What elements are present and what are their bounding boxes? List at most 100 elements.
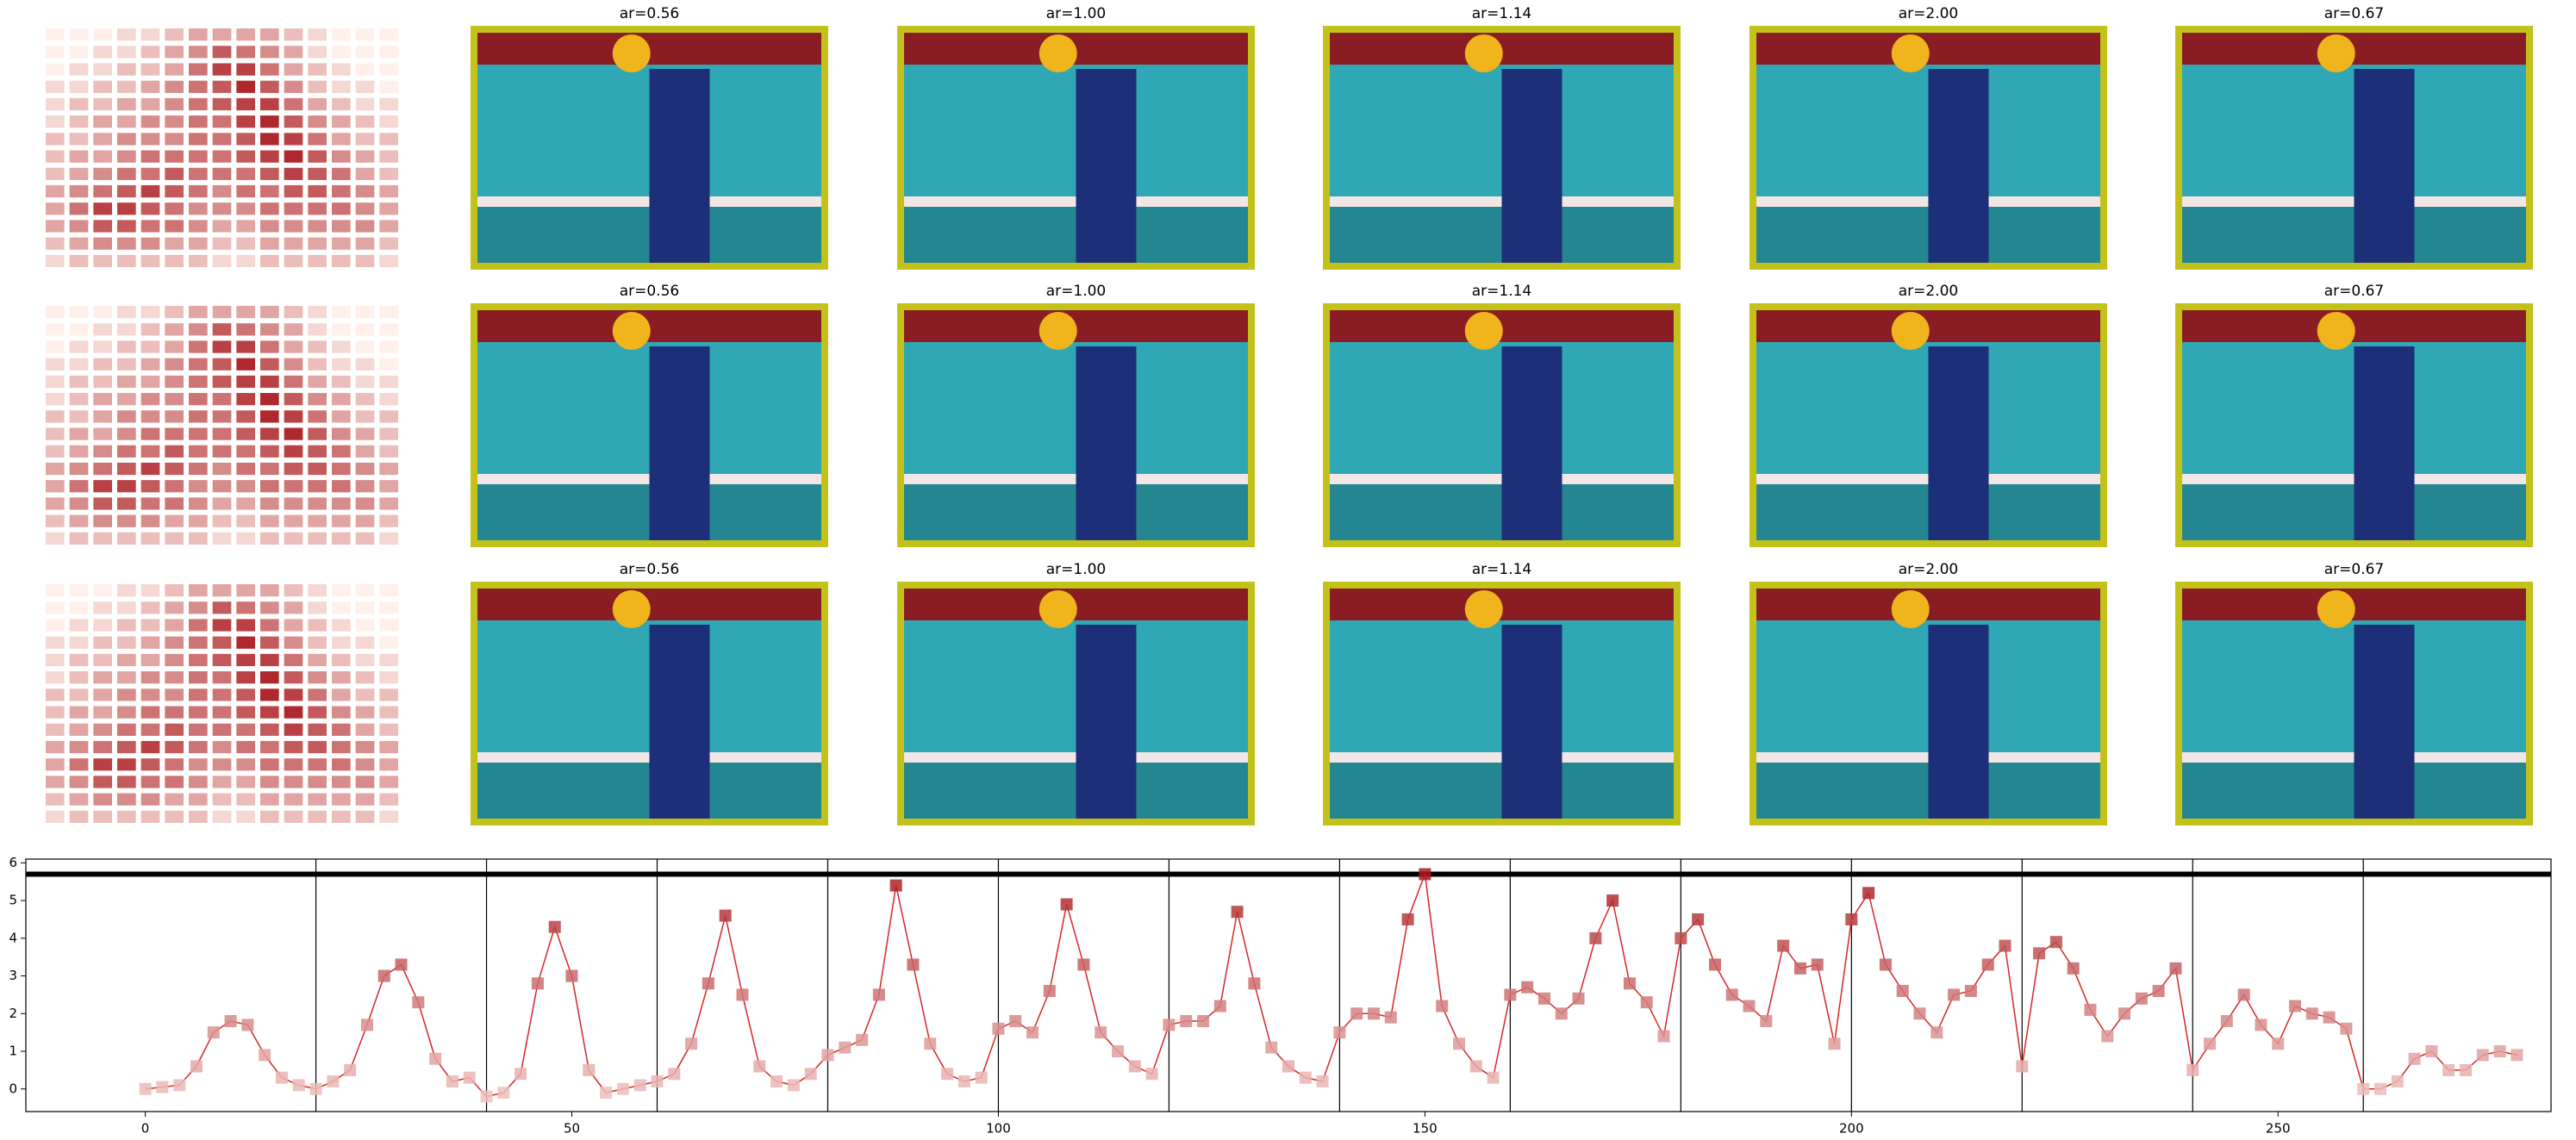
marker (1964, 985, 1977, 998)
heatmap-cell (69, 46, 89, 59)
ball (612, 34, 651, 72)
heatmap-cell (284, 167, 303, 180)
heatmap-cell (212, 410, 232, 423)
heatmap-cell (212, 63, 232, 76)
panel-title: ar=1.14 (1472, 283, 1532, 300)
heatmap-cell (165, 202, 184, 215)
heatmap-cell (379, 46, 398, 59)
heatmap-cell (308, 167, 327, 180)
crop-box (1750, 26, 2107, 270)
marker (1657, 1030, 1670, 1043)
heatmap-cell (260, 115, 279, 128)
heatmap-cell (93, 133, 112, 146)
heatmap-cell (189, 393, 208, 406)
heatmap-cell (165, 793, 184, 806)
heatmap-cell (117, 115, 136, 128)
heatmap-cell (236, 810, 255, 823)
marker (1675, 931, 1687, 944)
heatmap-cell (379, 358, 398, 371)
heatmap-cell (212, 740, 232, 754)
heatmap-cell (284, 427, 303, 440)
heatmap-cell (69, 636, 89, 649)
marker (344, 1063, 357, 1076)
heatmap-cell (93, 584, 112, 597)
heatmap-cell (212, 532, 232, 545)
heatmap-cell (189, 340, 208, 353)
heatmap-cell (284, 150, 303, 163)
heatmap-cell (236, 28, 255, 41)
heatmap-cell (69, 532, 89, 545)
heatmap-cell (284, 758, 303, 771)
heatmap-cell (379, 810, 398, 823)
heatmap-cell (165, 133, 184, 146)
marker (1197, 1015, 1210, 1028)
marker (1572, 992, 1585, 1005)
heatmap-cell (284, 532, 303, 545)
heatmap-cell (379, 97, 398, 111)
heatmap-cell (284, 323, 303, 336)
heatmap-cell (140, 636, 160, 649)
marker (156, 1081, 169, 1093)
heatmap-cell (165, 653, 184, 667)
heatmap-cell (260, 97, 279, 111)
heatmap-cell (165, 254, 184, 267)
ball (1039, 34, 1077, 72)
heatmap-cell (69, 220, 89, 233)
heatmap-cell (46, 462, 65, 476)
heatmap-cell (189, 202, 208, 215)
heatmap-cell (332, 532, 351, 545)
heatmap-cell (284, 462, 303, 476)
heatmap-cell (355, 480, 375, 493)
heatmap-cell (379, 80, 398, 93)
heatmap-cell (46, 793, 65, 806)
heatmap-cell (260, 63, 279, 76)
heatmap-cell (355, 306, 375, 319)
heatmap-cell (93, 706, 112, 719)
heatmap-cell (379, 184, 398, 198)
heatmap-cell (140, 393, 160, 406)
heatmap-cell (332, 202, 351, 215)
heatmap-cell (308, 237, 327, 250)
heatmap-cell (379, 758, 398, 771)
heatmap-cell (69, 480, 89, 493)
marker (1777, 939, 1790, 952)
heatmap-cell (236, 636, 255, 649)
marker (2442, 1063, 2455, 1076)
heatmap-cell (284, 706, 303, 719)
marker (889, 879, 902, 892)
player (1501, 69, 1562, 267)
marker (2169, 962, 2182, 975)
heatmap-cell (93, 358, 112, 371)
heatmap-cell (46, 375, 65, 389)
heatmap-cell (332, 671, 351, 684)
heatmap-cell (69, 619, 89, 632)
heatmap-cell (379, 150, 398, 163)
heatmap-cell (165, 46, 184, 59)
heatmap-cell (117, 220, 136, 233)
heatmap-cell (332, 810, 351, 823)
heatmap-cell (189, 410, 208, 423)
ball (1039, 590, 1077, 628)
ball (1464, 590, 1503, 628)
heatmap-cell (379, 653, 398, 667)
heatmap-cell (46, 80, 65, 93)
heatmap-cell (69, 167, 89, 180)
heatmap-cell (165, 80, 184, 93)
player (2354, 346, 2415, 545)
crop-box (1750, 582, 2107, 825)
heatmap-cell (308, 323, 327, 336)
heatmap-cell (165, 601, 184, 614)
heatmap-cell (284, 776, 303, 788)
player (1928, 69, 1989, 267)
heatmap-cell (140, 306, 160, 319)
heatmap-cell (140, 653, 160, 667)
marker (2067, 962, 2080, 975)
heatmap-cell (93, 497, 112, 510)
heatmap-cell (165, 306, 184, 319)
heatmap-cell (93, 480, 112, 493)
marker (1145, 1068, 1158, 1081)
marker (1265, 1041, 1278, 1054)
heatmap-cell (308, 636, 327, 649)
marker (2084, 1003, 2097, 1016)
